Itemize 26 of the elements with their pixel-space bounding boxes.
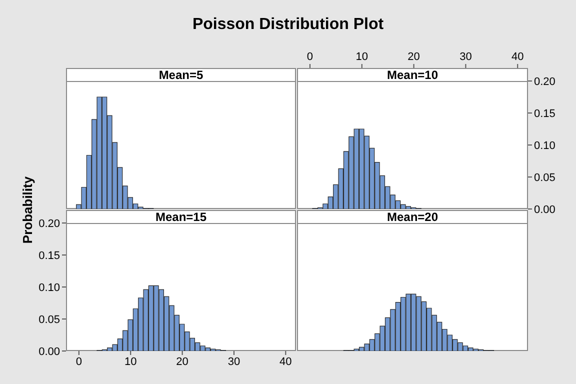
text: Poisson Distribution Plot	[192, 16, 384, 33]
y-tick-label: 0.10	[38, 282, 60, 294]
y-tick-label: 0.15	[534, 108, 556, 120]
x-tick-label: 0	[306, 51, 314, 63]
x-tick-label: 10	[356, 51, 368, 63]
chart-title: Mean=5	[158, 68, 204, 82]
y-tick-label: 0.00	[534, 204, 556, 216]
x-tick-label: 40	[280, 356, 292, 368]
x-tick-label: 20	[408, 51, 420, 63]
y-tick-label: 0.15	[38, 250, 60, 262]
x-tick-label: 30	[460, 51, 472, 63]
x-tick-label: 20	[176, 356, 188, 368]
y-tick-label: 0.00	[38, 346, 60, 358]
chart-title: Mean=20	[386, 210, 438, 224]
y-axis-title: Probability	[20, 176, 35, 244]
chart-title: Mean=10	[386, 68, 438, 82]
y-tick-label: 0.20	[534, 76, 556, 88]
y-tick-label: 0.20	[38, 218, 60, 230]
y-tick-label: 0.05	[534, 172, 556, 184]
x-tick-label: 40	[511, 51, 524, 63]
x-tick-label: 10	[124, 356, 137, 368]
x-tick-label: 0	[76, 356, 82, 368]
y-tick-label: 0.05	[38, 314, 60, 326]
x-tick-label: 30	[228, 356, 240, 368]
y-tick-label: 0.10	[534, 140, 556, 152]
chart-title: Mean=15	[155, 210, 207, 224]
